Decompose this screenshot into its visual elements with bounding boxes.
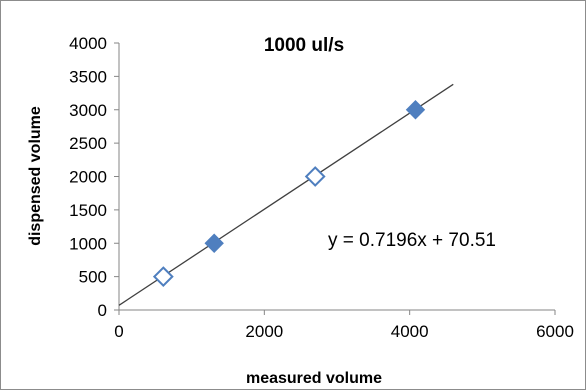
trendline-group [118, 83, 454, 306]
y-axis-title: dispensed volume [27, 106, 44, 246]
x-axis-title: measured volume [246, 370, 382, 387]
trendline-equation: y = 0.7196x + 70.51 [328, 230, 496, 251]
y-tick-label: 2500 [69, 134, 107, 153]
data-point-open-diamond [304, 166, 326, 187]
x-tick-label: 4000 [391, 322, 429, 341]
data-points [152, 100, 426, 288]
chart-title: 1000 ul/s [264, 35, 344, 56]
x-tick-label: 6000 [536, 322, 574, 341]
y-tick-label: 3500 [69, 67, 107, 86]
y-tick-label: 3000 [69, 101, 107, 120]
data-point-filled-diamond [204, 233, 224, 253]
trendline [118, 83, 454, 306]
data-point-open-diamond [152, 266, 174, 288]
y-tick-label: 2000 [69, 168, 107, 187]
y-tick-label: 1500 [69, 201, 107, 220]
y-tick-label: 4000 [69, 34, 107, 53]
x-tick-label: 0 [114, 322, 123, 341]
axes [114, 42, 556, 315]
x-tick-label: 2000 [245, 322, 283, 341]
y-tick-label: 1000 [69, 234, 107, 253]
data-point-filled-diamond [405, 100, 426, 120]
y-tick-labels: 0 500 1000 1500 2000 2500 3000 3500 4000 [69, 34, 107, 320]
y-tick-label: 500 [79, 268, 107, 287]
y-tick-label: 0 [98, 301, 107, 320]
x-tick-labels: 0 2000 4000 6000 [114, 322, 574, 341]
